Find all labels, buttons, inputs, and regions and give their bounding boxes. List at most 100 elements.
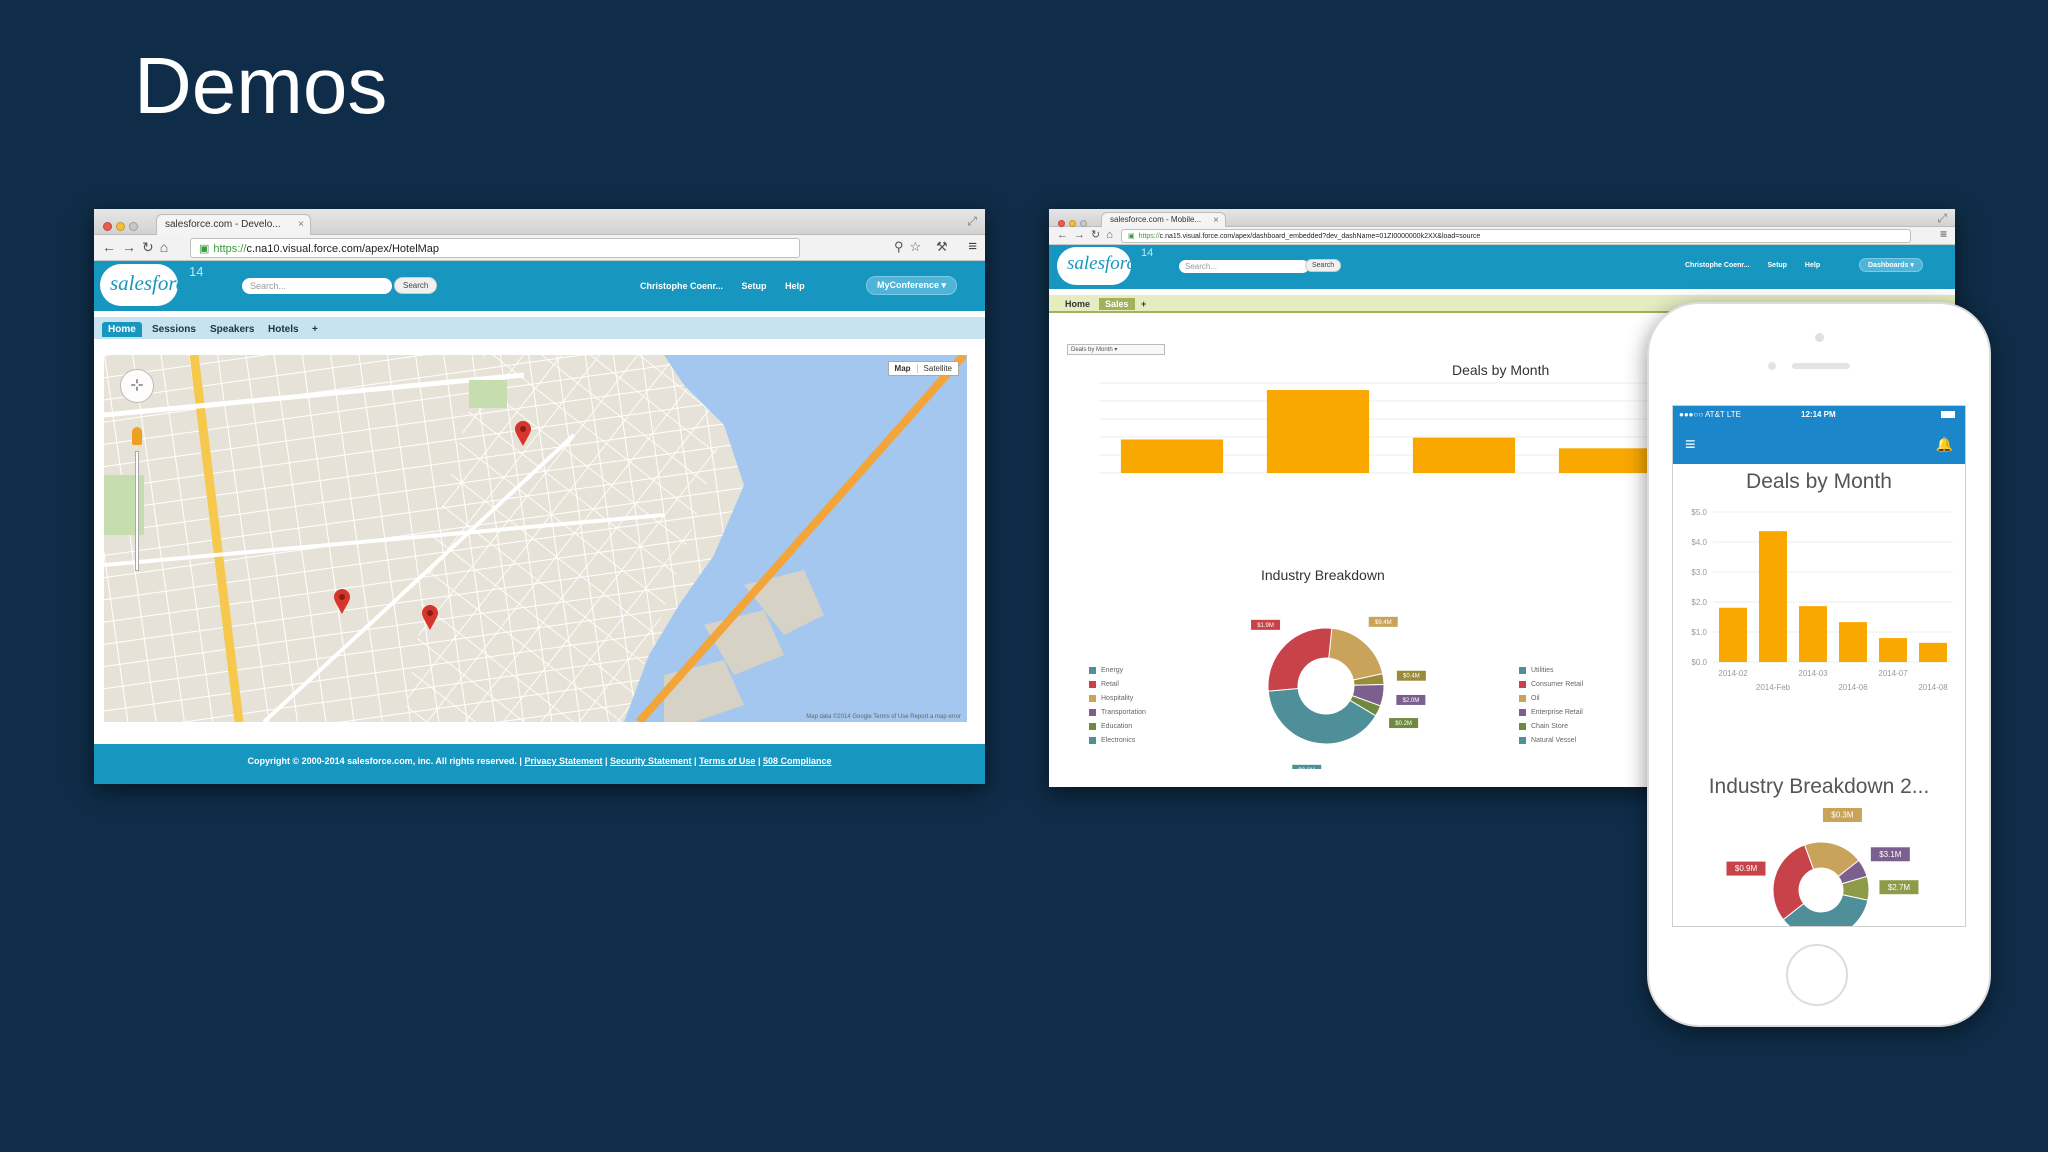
map-pan-control[interactable]: ⊹ [120, 369, 154, 403]
search-input[interactable]: Search... [242, 278, 392, 294]
deals-by-month-bar-chart [1099, 382, 1683, 474]
bar[interactable] [1719, 607, 1747, 662]
bar[interactable] [1839, 622, 1867, 662]
minimize-window-icon[interactable] [116, 222, 125, 231]
tab-home[interactable]: Home [102, 322, 142, 337]
address-bar[interactable]: ▣ https://c.na10.visual.force.com/apex/Ho… [190, 238, 800, 258]
fullscreen-icon[interactable]: ⤢ [967, 214, 977, 228]
legend-item: Oil [1519, 692, 1583, 706]
bar[interactable] [1266, 390, 1370, 473]
y-tick-label: $0.0 [1691, 658, 1707, 667]
donut-data-label: $0.9M [1735, 864, 1758, 873]
browser-tab-bar: salesforce.com - Mobile... × ⤢ [1049, 209, 1955, 227]
notification-bell-icon[interactable]: 🔔 [1935, 436, 1953, 452]
security-link[interactable]: Security Statement [610, 756, 692, 766]
navigation-icons[interactable]: ←→↻⌂ [102, 239, 175, 255]
x-tick-label: 2014-Feb [1756, 683, 1791, 692]
privacy-link[interactable]: Privacy Statement [524, 756, 603, 766]
tab-add[interactable]: + [312, 324, 318, 335]
app-switcher-button[interactable]: MyConference ▾ [866, 276, 958, 295]
tab-close-icon[interactable]: × [298, 219, 304, 230]
legend-label: Chain Store [1531, 723, 1568, 730]
setup-link[interactable]: Setup [741, 281, 767, 291]
donut-slice[interactable] [1772, 844, 1815, 921]
legend-label: Education [1101, 723, 1133, 730]
help-link[interactable]: Help [1804, 262, 1821, 269]
map-type-satellite[interactable]: Satellite [923, 364, 952, 373]
fullscreen-icon[interactable]: ⤢ [1937, 211, 1947, 225]
map-type-map[interactable]: Map [888, 364, 918, 373]
user-menu-link[interactable]: Christophe Coenr... [640, 281, 724, 291]
bar[interactable] [1558, 448, 1662, 473]
browser-tab[interactable]: salesforce.com - Develo... × [156, 214, 311, 235]
close-window-icon[interactable] [1058, 220, 1065, 227]
donut-slice[interactable] [1782, 894, 1869, 927]
map-zoom-slider[interactable] [135, 451, 139, 571]
url-scheme: https:// [1138, 233, 1160, 240]
donut-data-label-box [1821, 807, 1863, 824]
tab-hotels[interactable]: Hotels [268, 324, 299, 335]
bar[interactable] [1412, 437, 1516, 473]
minimize-window-icon[interactable] [1069, 220, 1076, 227]
lock-icon: ▣ [1128, 233, 1135, 240]
donut-slice[interactable] [1328, 627, 1384, 681]
user-menu-link[interactable]: Christophe Coenr... [1685, 262, 1750, 269]
browser-tab-bar: salesforce.com - Develo... × ⤢ [94, 209, 985, 235]
hotel-marker-icon[interactable] [514, 421, 532, 447]
street-view-pegman-icon[interactable] [132, 427, 142, 445]
release-badge: 14 [189, 264, 204, 279]
tab-close-icon[interactable]: × [1213, 215, 1219, 226]
zoom-window-icon[interactable] [129, 222, 138, 231]
bar[interactable] [1120, 439, 1224, 473]
tab-speakers[interactable]: Speakers [210, 324, 255, 335]
header-links: Christophe Coenr... Setup Help [1669, 262, 1820, 269]
legend-item: Chain Store [1519, 720, 1583, 734]
dashboard-filter-select[interactable]: Deals by Month ▾ [1067, 344, 1165, 355]
map-graphic [104, 355, 967, 722]
menu-icon[interactable]: ≡ [968, 238, 977, 255]
search-input[interactable]: Search... [1179, 260, 1309, 273]
tab-add[interactable]: + [1141, 299, 1147, 309]
wrench-icon[interactable]: ⚒ [936, 239, 954, 254]
hamburger-menu-icon[interactable]: ≡ [1685, 434, 1696, 454]
donut-data-label: $2.0M [1403, 698, 1420, 704]
tab-home[interactable]: Home [1065, 299, 1091, 309]
map-attribution: Map data ©2014 Google Terms of Use Repor… [806, 714, 961, 720]
compliance-link[interactable]: 508 Compliance [762, 756, 832, 766]
bar[interactable] [1799, 606, 1827, 662]
donut-slice[interactable] [1267, 687, 1377, 745]
legend-label: Hospitality [1101, 695, 1134, 702]
menu-icon[interactable]: ≡ [1939, 227, 1947, 241]
donut-data-label-box [1367, 615, 1399, 628]
donut-data-label-box [1869, 846, 1911, 863]
zoom-window-icon[interactable] [1080, 220, 1087, 227]
app-switcher-button[interactable]: Dashboards ▾ [1859, 258, 1923, 272]
setup-link[interactable]: Setup [1767, 262, 1787, 269]
hotel-marker-icon[interactable] [421, 605, 439, 631]
bar[interactable] [1919, 642, 1947, 662]
donut-chart-title: Industry Breakdown [1261, 567, 1385, 583]
search-star-icons[interactable]: ⚲☆ [894, 239, 928, 254]
help-link[interactable]: Help [785, 281, 805, 291]
bar[interactable] [1879, 638, 1907, 662]
hotel-marker-icon[interactable] [333, 589, 351, 615]
search-button[interactable]: Search [1305, 259, 1342, 272]
salesforce-header: salesforce 14 Search... Search Christoph… [94, 261, 985, 311]
browser-tab[interactable]: salesforce.com - Mobile... × [1101, 212, 1226, 227]
y-tick-label: $4.0 [1691, 538, 1707, 547]
close-window-icon[interactable] [103, 222, 112, 231]
url-scheme: https:// [213, 243, 247, 255]
url-text: c.na10.visual.force.com/apex/HotelMap [246, 243, 440, 255]
hotel-map[interactable]: ⊹ Map Satellite Map data ©2014 Google Ter… [104, 355, 967, 722]
mobile-deals-by-month-bar-chart: $0.0 $1.0 $2.0 $3.0 $4.0 $5.0 2014-02 2014-Feb 2… [1691, 508, 1953, 692]
tab-sales[interactable]: Sales [1099, 298, 1135, 310]
search-button[interactable]: Search [394, 277, 438, 294]
terms-link[interactable]: Terms of Use [699, 756, 756, 766]
home-button[interactable] [1786, 944, 1848, 1006]
donut-slice[interactable] [1267, 627, 1333, 692]
address-bar[interactable]: ▣ https://c.na15.visual.force.com/apex/da… [1121, 229, 1911, 243]
bar[interactable] [1759, 531, 1787, 662]
legend-label: Natural Vessel [1531, 737, 1577, 744]
tab-sessions[interactable]: Sessions [152, 324, 196, 335]
navigation-icons[interactable]: ←→↻⌂ [1057, 229, 1119, 241]
